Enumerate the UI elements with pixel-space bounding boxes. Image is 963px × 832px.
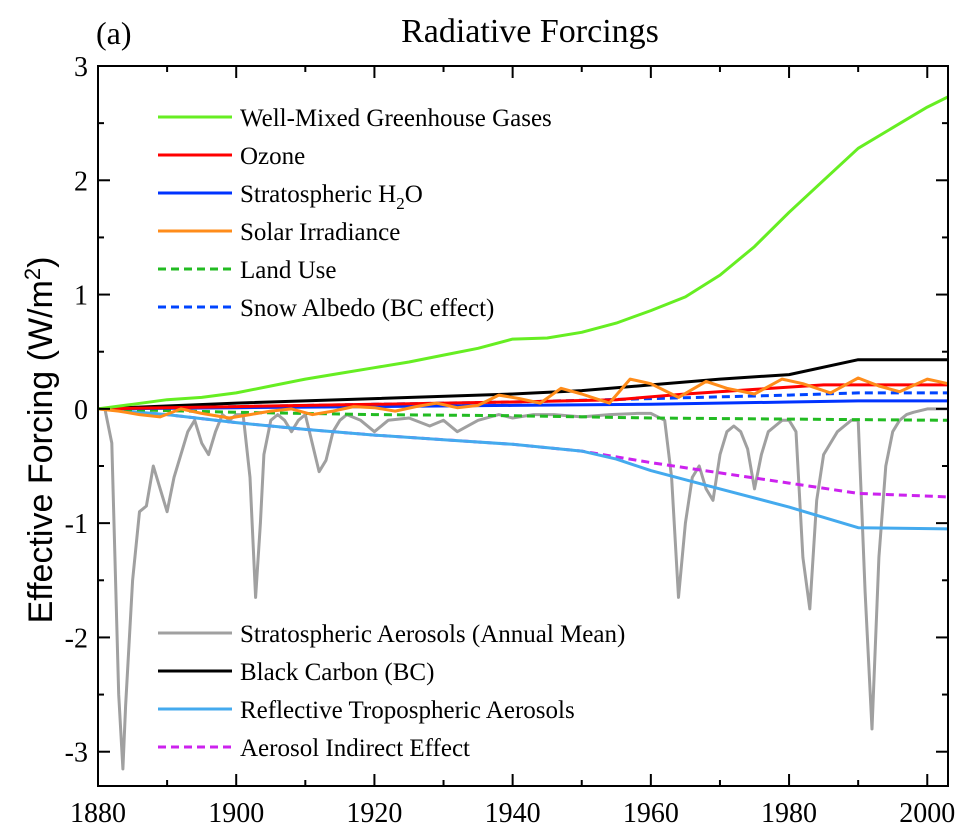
series-line-0 <box>97 95 949 411</box>
panel-label: (a) <box>96 15 132 51</box>
series-line-1 <box>97 383 948 411</box>
legend: Well-Mixed Greenhouse Gases Ozone Stratosp… <box>158 105 625 762</box>
legend-label-4: Land Use <box>240 257 337 284</box>
series-layer <box>97 95 949 771</box>
y-axis-label-tail: ) <box>22 257 60 268</box>
y-tick-label: -3 <box>65 738 88 769</box>
plot-frame <box>97 65 949 787</box>
x-tick-label: 1980 <box>761 798 817 829</box>
y-axis-label: Effective Forcing (W/m2) <box>20 257 60 624</box>
x-tick-label: 1880 <box>70 798 126 829</box>
y-tick-label: -1 <box>65 509 88 540</box>
y-tick-label: -2 <box>65 623 88 654</box>
series-line-6 <box>98 407 948 771</box>
y-axis-label-superscript: 2 <box>20 268 45 280</box>
legend-label-8: Reflective Tropospheric Aerosols <box>240 697 575 724</box>
x-tick-label: 1960 <box>623 798 679 829</box>
x-tick-label: 1900 <box>208 798 264 829</box>
legend-label-0: Well-Mixed Greenhouse Gases <box>240 105 552 132</box>
series-line-3 <box>97 376 949 420</box>
x-tick-label: 1920 <box>346 798 402 829</box>
legend-label-7: Black Carbon (BC) <box>240 659 434 686</box>
x-tick-label: 1940 <box>485 798 541 829</box>
legend-label-1: Ozone <box>240 143 305 170</box>
chart-title: Radiative Forcings <box>401 13 659 50</box>
legend-label-5: Snow Albedo (BC effect) <box>240 295 494 322</box>
y-tick-label: 0 <box>74 395 88 426</box>
series-line-8 <box>97 407 949 531</box>
ticks-layer: 1880 1900 1920 1940 1960 1980 2000 -3 -2 -1 0 1 2 3 <box>65 52 956 829</box>
legend-label-6: Stratospheric Aerosols (Annual Mean) <box>240 621 625 648</box>
legend-label-9: Aerosol Indirect Effect <box>240 735 470 762</box>
y-tick-label: 2 <box>74 166 88 197</box>
y-tick-label: 3 <box>74 52 88 83</box>
series-line-4 <box>97 407 949 422</box>
series-line-7 <box>97 358 948 411</box>
y-tick-label: 1 <box>74 281 88 312</box>
x-tick-label: 2000 <box>899 798 955 829</box>
legend-label-3: Solar Irradiance <box>240 219 400 246</box>
y-axis-label-text: Effective Forcing (W/m <box>22 280 60 623</box>
legend-label-2: Stratospheric H2O <box>240 181 423 213</box>
